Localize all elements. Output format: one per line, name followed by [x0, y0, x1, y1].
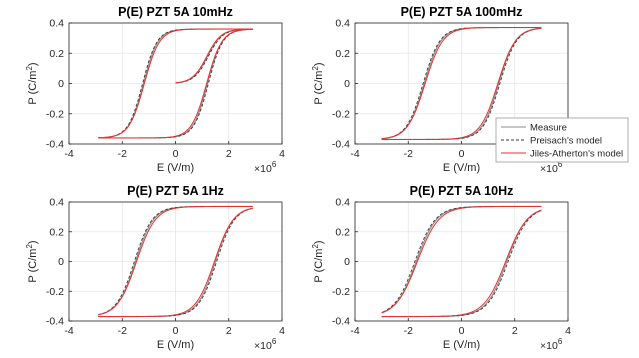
x-tick-label: -4: [350, 325, 359, 337]
y-axis-label: P (C/m2): [311, 240, 325, 282]
y-tick-label: 0: [58, 78, 64, 90]
chart-panel-4: -4 -2 0 2 4 -0.4 -0.2 0 0.2 0.4 P(E) PZT 5A 10Hz E …: [311, 184, 571, 352]
x-axis-multiplier: ×106: [540, 337, 563, 352]
x-tick-label: 4: [279, 325, 285, 337]
x-tick-label: -4: [64, 148, 73, 160]
x-tick-label: 2: [512, 325, 518, 337]
y-tick-label: -0.2: [46, 286, 64, 298]
x-axis-multiplier: ×106: [254, 160, 277, 175]
x-tick-label: -4: [350, 148, 359, 160]
chart-title: P(E) PZT 5A 10mHz: [118, 5, 233, 19]
x-tick-label: 0: [459, 325, 465, 337]
y-tick-label: 0.2: [335, 226, 350, 238]
y-tick-label: -0.2: [332, 286, 350, 298]
x-axis-label: E (V/m): [157, 339, 194, 351]
y-tick-label: -0.2: [332, 108, 350, 120]
legend-label: Measure: [530, 123, 567, 134]
y-axis-label: P (C/m2): [311, 62, 325, 104]
initial-curve-line: [175, 28, 253, 84]
y-axis-label: P (C/m2): [25, 240, 39, 282]
y-tick-label: -0.4: [46, 316, 64, 328]
x-axis-multiplier-exponent: 6: [272, 160, 277, 169]
y-tick-label: -0.4: [332, 316, 350, 328]
x-tick-label: 0: [459, 148, 465, 160]
y-tick-label: -0.4: [332, 139, 350, 151]
y-tick-label: 0: [344, 78, 350, 90]
y-axis-label: P (C/m2): [25, 62, 39, 104]
y-tick-label: 0.4: [335, 197, 350, 209]
series-line-jiles-atherton-s-model: [381, 205, 542, 318]
initial-curve-line: [175, 28, 253, 84]
x-tick-label: 2: [226, 325, 232, 337]
chart-panel-3: -4 -2 0 2 4 -0.4 -0.2 0 0.2 0.4 P(E) PZT 5A 1Hz E (…: [25, 184, 285, 352]
x-axis-label: E (V/m): [443, 162, 480, 174]
legend-label: Jiles-Atherton's model: [530, 149, 623, 160]
chart-title: P(E) PZT 5A 10Hz: [410, 184, 514, 198]
x-tick-label: -4: [64, 325, 73, 337]
y-tick-label: 0.4: [49, 18, 64, 30]
x-tick-label: 2: [226, 148, 232, 160]
x-axis-multiplier: ×106: [540, 160, 563, 175]
x-axis-multiplier-exponent: 6: [558, 337, 563, 346]
y-tick-label: 0.4: [335, 18, 350, 30]
x-axis-multiplier-exponent: 6: [272, 337, 277, 346]
x-tick-label: 0: [173, 148, 179, 160]
chart-title: P(E) PZT 5A 1Hz: [127, 184, 224, 198]
x-tick-label: 0: [173, 325, 179, 337]
x-axis-label: E (V/m): [157, 162, 194, 174]
x-tick-label: 4: [565, 325, 571, 337]
x-tick-label: -2: [118, 148, 127, 160]
series-line-jiles-atherton-s-model: [98, 28, 253, 139]
y-tick-label: 0: [58, 256, 64, 268]
x-tick-label: -2: [404, 325, 413, 337]
x-tick-label: -2: [404, 148, 413, 160]
y-tick-label: 0: [344, 256, 350, 268]
x-axis-multiplier: ×106: [254, 337, 277, 352]
series-line-jiles-atherton-s-model: [381, 27, 542, 140]
legend-label: Preisach's model: [530, 136, 602, 147]
x-axis-multiplier-exponent: 6: [558, 160, 563, 169]
y-tick-label: -0.2: [46, 108, 64, 120]
y-tick-label: 0.2: [335, 48, 350, 60]
y-tick-label: 0.2: [49, 226, 64, 238]
x-tick-label: -2: [118, 325, 127, 337]
x-axis-label: E (V/m): [443, 339, 480, 351]
legend: Measure Preisach's model Jiles-Atherton's …: [495, 117, 629, 163]
y-tick-label: -0.4: [46, 139, 64, 151]
chart-title: P(E) PZT 5A 100mHz: [401, 5, 523, 19]
series-line-jiles-atherton-s-model: [98, 205, 253, 318]
x-tick-label: 4: [279, 148, 285, 160]
y-tick-label: 0.2: [49, 48, 64, 60]
chart-panel-1: -4 -2 0 2 4 -0.4 -0.2 0 0.2 0.4 P(E) PZT 5A 10mHz E…: [25, 5, 285, 175]
y-tick-label: 0.4: [49, 197, 64, 209]
